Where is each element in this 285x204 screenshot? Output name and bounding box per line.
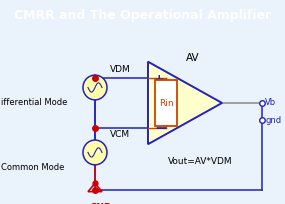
- Bar: [155, 81, 177, 126]
- Text: VDM: VDM: [110, 65, 131, 74]
- Text: +: +: [154, 72, 165, 85]
- Circle shape: [83, 76, 107, 100]
- Text: Common Mode: Common Mode: [1, 163, 64, 172]
- Circle shape: [83, 140, 107, 165]
- Text: Vout=AV*VDM: Vout=AV*VDM: [168, 156, 233, 165]
- Text: Vb: Vb: [265, 98, 276, 107]
- Polygon shape: [148, 62, 222, 144]
- Text: Rin: Rin: [159, 99, 173, 108]
- Text: GND: GND: [89, 202, 111, 204]
- Text: −: −: [154, 121, 167, 135]
- Text: VCM: VCM: [110, 130, 130, 139]
- Text: ifferential Mode: ifferential Mode: [1, 98, 67, 107]
- Text: gnd: gnd: [265, 115, 281, 124]
- Text: AV: AV: [186, 52, 200, 62]
- Text: CMRR and The Operational Amplifier: CMRR and The Operational Amplifier: [14, 9, 271, 22]
